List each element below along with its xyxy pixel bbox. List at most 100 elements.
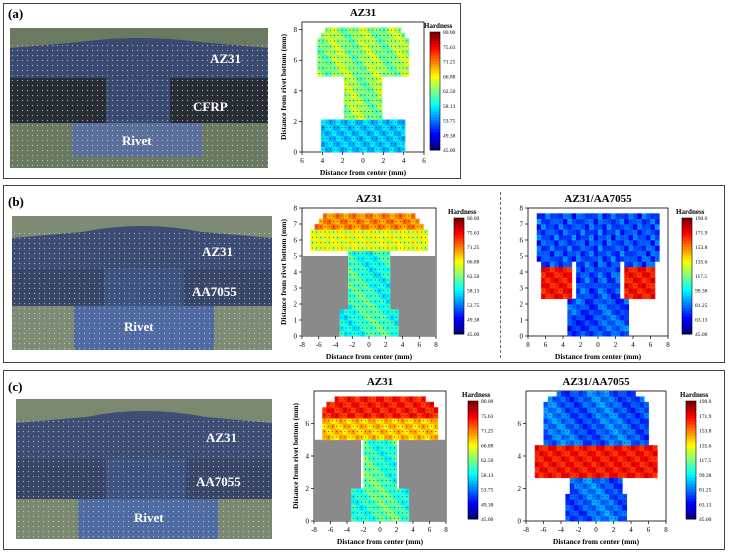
indent-point — [362, 300, 364, 302]
indent-point — [356, 121, 358, 123]
indent-point — [634, 284, 636, 286]
x-tick-label: 8 — [664, 526, 668, 534]
indent-point — [311, 247, 313, 249]
colorbar-segment — [682, 287, 692, 291]
indent-point — [368, 83, 370, 85]
indent-point — [582, 322, 584, 324]
indent-point — [597, 393, 599, 395]
indent-point — [369, 496, 371, 498]
y-tick-label: 2 — [294, 301, 298, 309]
indent-point — [362, 215, 364, 217]
indent-point — [349, 327, 351, 329]
colorbar-title: Hardness — [462, 391, 491, 399]
indent-point — [366, 300, 368, 302]
indent-point — [625, 247, 627, 249]
indent-point — [628, 452, 630, 454]
indent-point — [364, 67, 366, 69]
indent-point — [385, 404, 387, 406]
x-tick-label: 2 — [384, 341, 388, 349]
indent-point — [615, 393, 617, 395]
colorbar-segment — [682, 319, 692, 323]
colorbar-segment — [686, 433, 696, 437]
indent-point — [608, 322, 610, 324]
indent-point — [362, 332, 364, 334]
indent-point — [652, 290, 654, 292]
indent-point — [366, 332, 368, 334]
indent-point — [412, 242, 414, 244]
indent-point — [558, 414, 560, 416]
indent-point — [571, 425, 573, 427]
indent-point — [571, 463, 573, 465]
clamp-region-left — [302, 256, 350, 336]
indent-point — [580, 506, 582, 508]
colorbar-segment — [430, 52, 440, 57]
indent-point — [639, 215, 641, 217]
indent-point — [580, 436, 582, 438]
indent-point — [412, 220, 414, 222]
indent-point — [586, 306, 588, 308]
indent-point — [389, 490, 391, 492]
indent-point — [615, 420, 617, 422]
colorbar-tick-label: 75.63 — [443, 45, 456, 51]
colorbar-segment — [686, 495, 696, 499]
indent-point — [330, 29, 332, 31]
indent-point — [602, 512, 604, 514]
indent-point — [593, 469, 595, 471]
indent-point — [560, 220, 562, 222]
indent-point — [619, 404, 621, 406]
indent-point — [402, 398, 404, 400]
indent-point — [582, 316, 584, 318]
colorbar-segment — [468, 486, 478, 490]
indent-point — [606, 501, 608, 503]
indent-point — [623, 517, 625, 519]
indent-point — [389, 458, 391, 460]
indent-point — [394, 56, 396, 58]
indent-point — [608, 300, 610, 302]
indent-point — [348, 404, 350, 406]
indent-point — [588, 414, 590, 416]
indent-point — [615, 436, 617, 438]
colorbar-tick-label: 62.50 — [481, 458, 494, 464]
indent-point — [641, 404, 643, 406]
indent-point — [597, 404, 599, 406]
indent-point — [387, 67, 389, 69]
indent-point — [542, 284, 544, 286]
indent-point — [356, 506, 358, 508]
indent-point — [422, 431, 424, 433]
indent-point — [555, 284, 557, 286]
indent-point — [410, 398, 412, 400]
indent-point — [348, 409, 350, 411]
indent-point — [549, 409, 551, 411]
panel-label-c: (c) — [8, 379, 23, 394]
indent-point — [389, 517, 391, 519]
indent-point — [332, 226, 334, 228]
indent-point — [328, 247, 330, 249]
indent-point — [602, 458, 604, 460]
indent-point — [577, 284, 579, 286]
indent-point — [573, 247, 575, 249]
indent-point — [582, 242, 584, 244]
indent-point — [580, 452, 582, 454]
indent-point — [349, 215, 351, 217]
photo-a-bottom-label: CFRP — [193, 99, 228, 114]
indent-point — [625, 263, 627, 265]
y-tick-label: 1 — [294, 317, 298, 325]
indent-point — [398, 62, 400, 64]
indent-point — [577, 242, 579, 244]
indent-point — [538, 236, 540, 238]
indent-point — [619, 496, 621, 498]
indent-point — [406, 431, 408, 433]
colorbar-tick-label: 49.38 — [443, 133, 456, 139]
colorbar-segment — [686, 439, 696, 443]
indent-point — [341, 236, 343, 238]
indent-point — [356, 89, 358, 91]
indent-point — [393, 447, 395, 449]
indent-point — [564, 226, 566, 228]
indent-point — [360, 78, 362, 80]
indent-point — [345, 220, 347, 222]
indent-point — [349, 236, 351, 238]
indent-point — [336, 414, 338, 416]
indent-point — [378, 263, 380, 265]
x-tick-label: 6 — [300, 157, 304, 165]
indent-point — [599, 306, 601, 308]
